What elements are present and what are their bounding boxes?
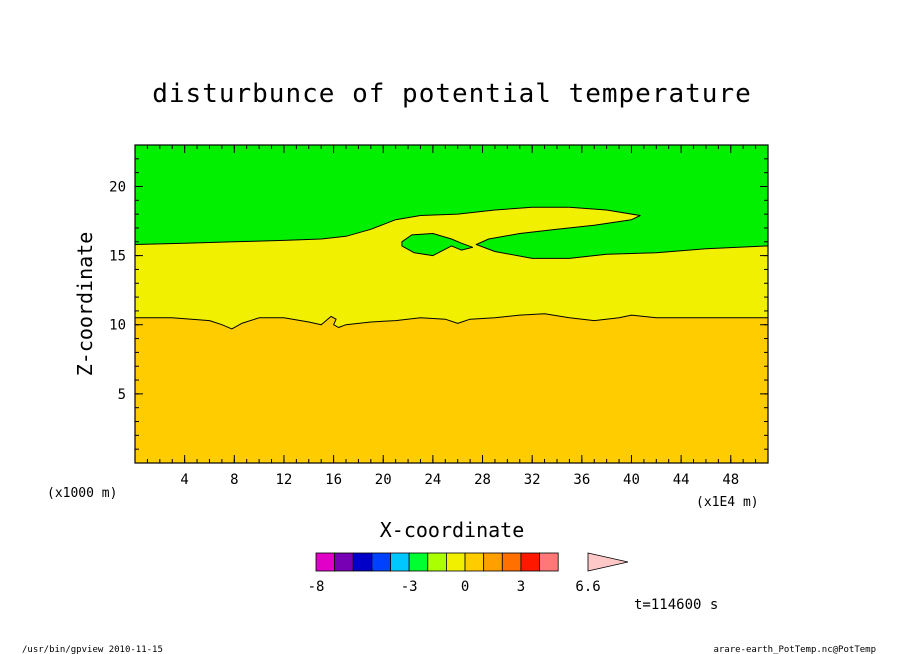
x-tick-label: 8 xyxy=(230,472,238,488)
colorbar-segment xyxy=(464,552,485,572)
x-tick-label: 40 xyxy=(623,472,640,488)
footer-right: arare-earth_PotTemp.nc@PotTemp xyxy=(713,645,876,654)
colorbar-segment xyxy=(390,552,410,572)
colorbar: -8 -3 0 3 6.6 xyxy=(308,552,629,595)
x-tick-label: 36 xyxy=(573,472,590,488)
colorbar-segment xyxy=(539,552,559,572)
y-tick-label: 20 xyxy=(109,179,126,195)
colorbar-tick-label: -8 xyxy=(308,579,325,595)
footer-left: /usr/bin/gpview 2010-11-15 xyxy=(22,645,163,654)
colorbar-tick-label: 3 xyxy=(517,579,525,595)
chart-title: disturbunce of potential temperature xyxy=(152,79,752,109)
colorbar-tick-label: 6.6 xyxy=(575,579,600,595)
plot-area xyxy=(134,145,769,464)
y-tick-label: 10 xyxy=(109,318,126,334)
colorbar-segment xyxy=(352,552,373,572)
colorbar-tick-label: -3 xyxy=(401,579,418,595)
y-tick-label: 5 xyxy=(118,387,126,403)
x-unit-label: (x1E4 m) xyxy=(696,495,759,510)
y-tick-label: 15 xyxy=(109,249,126,265)
colorbar-segment xyxy=(501,552,522,572)
x-tick-label: 28 xyxy=(474,472,491,488)
colorbar-segment xyxy=(315,552,336,572)
colorbar-segment xyxy=(446,552,466,572)
colorbar-extend-arrow xyxy=(587,552,629,572)
x-tick-label: 16 xyxy=(325,472,342,488)
x-tick-label: 32 xyxy=(524,472,541,488)
x-tick-label: 24 xyxy=(424,472,441,488)
x-tick-label: 12 xyxy=(276,472,293,488)
colorbar-segment xyxy=(408,552,429,572)
y-axis-title: Z-coordinate xyxy=(73,232,97,377)
x-tick-label: 4 xyxy=(180,472,188,488)
colorbar-segment xyxy=(334,552,354,572)
x-tick-label: 44 xyxy=(673,472,690,488)
colorbar-segment xyxy=(520,552,540,572)
contour-region-2 xyxy=(401,233,474,257)
x-axis-title: X-coordinate xyxy=(380,518,525,542)
colorbar-segment xyxy=(371,552,391,572)
x-tick-label: 48 xyxy=(722,472,739,488)
contour-region-3 xyxy=(134,313,769,464)
colorbar-segment xyxy=(483,552,503,572)
plot-frame xyxy=(134,144,769,464)
x-tick-label: 20 xyxy=(375,472,392,488)
y-unit-label: (x1000 m) xyxy=(47,486,117,501)
time-label: t=114600 s xyxy=(634,597,718,613)
colorbar-segment xyxy=(427,552,447,572)
colorbar-tick-label: 0 xyxy=(461,579,469,595)
